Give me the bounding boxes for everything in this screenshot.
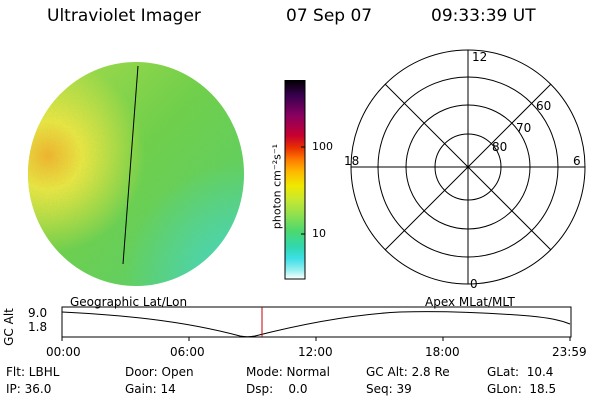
colorbar bbox=[284, 80, 306, 280]
info-door: Door: Open bbox=[125, 365, 194, 379]
info-dsp: Dsp: 0.0 bbox=[246, 382, 308, 396]
lat-label-80: 80 bbox=[492, 140, 507, 154]
app-title: Ultraviolet Imager bbox=[47, 6, 201, 26]
altitude-ylabel: GC Alt bbox=[2, 308, 16, 346]
info-gc-alt: GC Alt: 2.8 Re bbox=[366, 365, 450, 379]
info-ip: IP: 36.0 bbox=[6, 382, 52, 396]
x-tick-0600: 06:00 bbox=[170, 345, 205, 359]
time-label: 09:33:39 UT bbox=[431, 6, 536, 26]
mlt-label-18: 18 bbox=[344, 154, 359, 168]
mlt-label-12: 12 bbox=[472, 50, 487, 64]
colorbar-tick-10: 10 bbox=[312, 227, 326, 240]
info-filter: Flt: LBHL bbox=[6, 365, 60, 379]
mlt-label-6: 6 bbox=[573, 154, 581, 168]
geo-latlon-label: Geographic Lat/Lon bbox=[70, 295, 188, 309]
colorbar-unit-label: photon cm⁻²s⁻¹ bbox=[270, 143, 284, 230]
lat-label-60: 60 bbox=[536, 99, 551, 113]
info-glon: GLon: 18.5 bbox=[487, 382, 557, 396]
mlt-label-0: 0 bbox=[470, 277, 478, 291]
apex-mlat-label: Apex MLat/MLT bbox=[425, 295, 515, 309]
info-glat: GLat: 10.4 bbox=[487, 365, 554, 379]
altitude-ytick-low: 1.8 bbox=[28, 320, 48, 334]
x-tick-0000: 00:00 bbox=[46, 345, 81, 359]
altitude-curve bbox=[61, 311, 571, 338]
terminator-line bbox=[122, 65, 139, 265]
lat-label-70: 70 bbox=[516, 121, 531, 135]
info-mode: Mode: Normal bbox=[246, 365, 330, 379]
date-label: 07 Sep 07 bbox=[286, 6, 373, 26]
x-tick-2359: 23:59 bbox=[552, 345, 587, 359]
altitude-plot bbox=[61, 306, 572, 341]
colorbar-tick-100: 100 bbox=[312, 140, 333, 153]
info-seq: Seq: 39 bbox=[366, 382, 412, 396]
x-tick-1800: 18:00 bbox=[425, 345, 460, 359]
altitude-ytick-high: 9.0 bbox=[28, 306, 48, 320]
uv-image-panel bbox=[28, 62, 244, 286]
polar-grid: 12 18 6 0 60 70 80 bbox=[344, 49, 586, 291]
x-tick-1200: 12:00 bbox=[298, 345, 333, 359]
info-gain: Gain: 14 bbox=[125, 382, 176, 396]
